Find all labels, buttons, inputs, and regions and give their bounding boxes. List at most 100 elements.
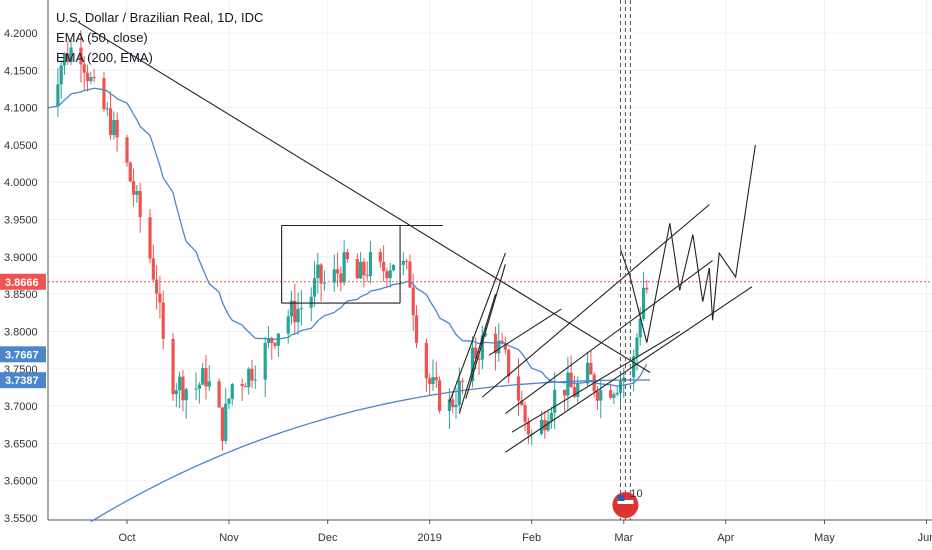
candle-down [270, 338, 274, 344]
candle-down [589, 362, 593, 375]
candle-up [299, 307, 303, 310]
candle-down [125, 137, 129, 163]
candle-up [224, 403, 228, 441]
x-tick-label: Jun [918, 532, 932, 544]
candle-down [243, 386, 248, 388]
candle-down [250, 368, 254, 381]
y-tick-label: 3.6500 [4, 438, 38, 450]
legend-ema-50: EMA (50, close) [56, 30, 148, 45]
candle-up [539, 419, 544, 434]
candle-down [131, 181, 136, 195]
channel-lower [505, 286, 753, 453]
candle-up [431, 377, 435, 384]
candle-down [526, 422, 530, 435]
event-marker-label: 10 [630, 488, 642, 500]
candle-up [457, 380, 461, 406]
candle-up [69, 47, 73, 62]
candle-up [576, 383, 580, 397]
y-tick-label: 4.0500 [4, 140, 38, 152]
candle-down [569, 372, 573, 388]
candle-down [362, 261, 366, 276]
candle-up [276, 333, 280, 346]
candle-up [638, 318, 642, 338]
candle-up [247, 368, 251, 388]
y-tick-label: 3.8500 [4, 289, 38, 301]
candle-up [641, 287, 646, 319]
candle-up [401, 260, 405, 265]
candle-down [355, 259, 359, 279]
price-badge [0, 346, 46, 363]
candle-down [408, 261, 412, 288]
candle-down [345, 252, 350, 260]
candle-up [184, 389, 188, 401]
candle-up [266, 338, 271, 343]
candle-down [507, 349, 511, 377]
candle-up [484, 333, 488, 336]
y-tick-label: 4.1500 [4, 65, 38, 77]
channel-middle [505, 260, 713, 414]
candle-down [161, 302, 165, 340]
x-tick-label: 2019 [417, 532, 441, 544]
candle-down [516, 376, 521, 401]
candle-down [82, 64, 86, 73]
candle-down [220, 407, 225, 441]
candle-down [572, 387, 577, 397]
price-badge-label: 3.7387 [5, 375, 39, 387]
candle-up [332, 269, 336, 283]
candle-down [148, 217, 152, 259]
y-tick-label: 3.8000 [4, 326, 38, 338]
candle-down [102, 78, 106, 110]
candle-up [497, 340, 501, 354]
candle-down [543, 419, 547, 431]
candle-up [207, 381, 211, 387]
candle-down [609, 390, 613, 398]
candle-down [138, 191, 142, 218]
candle-down [158, 293, 162, 303]
candle-down [451, 399, 455, 408]
legend: U.S. Dollar / Brazilian Real, 1D, IDC EM… [56, 8, 263, 68]
price-badge [0, 372, 46, 389]
candle-up [391, 264, 396, 271]
candle-up [227, 398, 231, 404]
x-tick-label: Nov [219, 532, 239, 544]
price-badge [0, 273, 46, 290]
candle-down [171, 339, 175, 395]
candle-up [615, 392, 619, 395]
candle-up [342, 252, 346, 283]
price-badge-label: 3.7667 [5, 349, 39, 361]
candle-up [546, 420, 550, 431]
candle-up [388, 270, 392, 279]
candle-up [368, 252, 373, 277]
candle-down [405, 260, 409, 262]
candle-down [85, 72, 90, 82]
candle-up [480, 335, 484, 360]
candle-down [79, 47, 83, 65]
candle-up [230, 384, 234, 399]
candle-up [622, 377, 626, 382]
candle-down [217, 381, 221, 408]
candle-down [595, 391, 600, 401]
candle-up [309, 296, 313, 308]
candle-down [411, 287, 415, 316]
candle-up [635, 337, 639, 357]
candle-up [316, 264, 320, 279]
candle-down [414, 315, 419, 344]
trendline-down [77, 21, 651, 373]
candle-up [62, 53, 67, 66]
candle-down [240, 384, 244, 387]
candle-down [335, 269, 340, 274]
y-tick-label: 3.7000 [4, 401, 38, 413]
candle-up [253, 379, 257, 381]
x-tick-label: Dec [318, 532, 338, 544]
y-tick-label: 4.1000 [4, 103, 38, 115]
price-badge-label: 3.8666 [5, 277, 39, 289]
candle-up [566, 372, 570, 396]
candle-down [92, 77, 96, 79]
candle-down [428, 378, 432, 384]
candle-down [477, 358, 481, 360]
wedge-line-4 [488, 308, 562, 356]
candle-down [155, 279, 159, 294]
candle-down [437, 380, 442, 411]
candle-up [358, 261, 363, 279]
